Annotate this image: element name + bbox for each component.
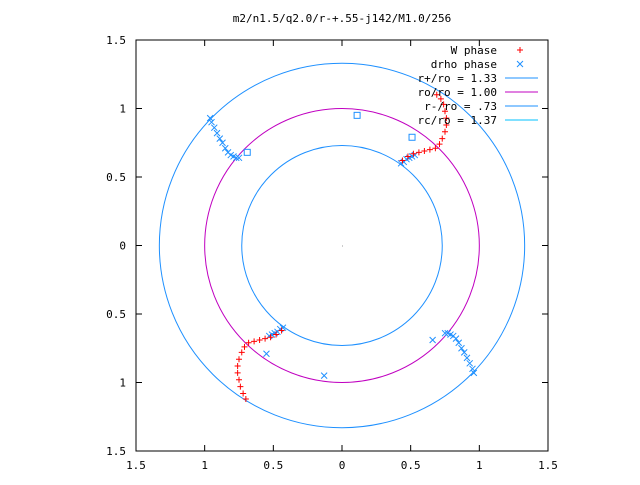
point-0-1 [404, 153, 411, 160]
point-1-22 [444, 329, 452, 337]
point-0-5 [426, 146, 433, 153]
point-1-15 [463, 354, 471, 362]
point-0-4 [421, 147, 428, 154]
point-0-8 [439, 135, 446, 142]
x-tick-label-3: 0 [339, 459, 346, 472]
point-0-9 [442, 128, 448, 135]
point-0-22 [245, 339, 252, 346]
point-0-16 [278, 327, 285, 334]
point-1-17 [458, 344, 465, 352]
x-tick-label-0: 1.5 [126, 459, 146, 472]
point-0-20 [256, 337, 263, 344]
point-1-38 [263, 350, 270, 358]
point-1-16 [460, 349, 468, 356]
point-0-13 [440, 101, 447, 108]
point-1-36 [429, 336, 436, 344]
chart-title: m2/n1.5/q2.0/r-+.55-j142/M1.0/256 [233, 12, 452, 25]
point-0-26 [234, 363, 241, 370]
y-tick-label-4: 0.5 [106, 308, 126, 321]
circle-1 [204, 108, 480, 383]
point-0-18 [267, 334, 274, 341]
point-0-31 [242, 395, 249, 402]
point-1-18 [455, 339, 463, 347]
point-0-23 [241, 343, 248, 350]
point-0-19 [262, 335, 269, 342]
point-0-24 [238, 349, 245, 356]
point-1-4 [216, 135, 224, 142]
legend-label-3: ro/ro = 1.00 [418, 86, 497, 99]
legend-swatch-0 [517, 47, 523, 53]
y-tick-label-0: 1.5 [106, 34, 126, 47]
y-tick-label-2: 0.5 [106, 171, 126, 184]
x-tick-label-2: 0.5 [263, 459, 283, 472]
point-0-28 [236, 376, 242, 383]
point-0-3 [415, 149, 422, 156]
point-0-17 [273, 331, 280, 338]
point-1-6 [221, 144, 229, 152]
point-1-2 [210, 124, 218, 132]
legend-label-4: r-/ro = .73 [424, 100, 497, 113]
point-0-25 [236, 356, 242, 363]
point-1-35 [265, 332, 273, 340]
legend-label-0: W phase [451, 44, 497, 57]
point-1-1 [208, 118, 215, 126]
reference-circles [158, 62, 526, 429]
point-0-6 [432, 145, 439, 152]
x-tick-label-4: 0.5 [401, 459, 421, 472]
x-tick-label-1: 1 [201, 459, 208, 472]
x-tick-label-5: 1 [476, 459, 483, 472]
point-1-12 [470, 369, 478, 377]
origin-dot [342, 245, 343, 247]
point-0-15 [433, 91, 440, 98]
point-0-12 [442, 108, 448, 115]
y-tick-label-3: 0 [119, 240, 126, 253]
point-1-3 [213, 129, 221, 137]
point-0-11 [443, 115, 450, 122]
y-tick-label-6: 1.5 [106, 445, 126, 458]
point-0-2 [410, 150, 417, 157]
legend-label-2: r+/ro = 1.33 [418, 72, 497, 85]
point-0-30 [240, 390, 247, 397]
point-2-2 [243, 148, 251, 156]
point-0-29 [237, 383, 244, 390]
point-1-10 [232, 154, 240, 162]
point-0-10 [443, 121, 450, 128]
point-1-13 [469, 365, 476, 373]
circle-2 [241, 144, 443, 347]
point-2-0 [353, 111, 361, 119]
legend-label-5: rc/ro = 1.37 [418, 114, 497, 127]
legend-swatch-1 [516, 60, 524, 68]
point-1-0 [206, 114, 214, 122]
point-0-0 [399, 157, 406, 164]
axis-ticks: 1.5 1 0.5 0 0.5 1 1.51.510.500.511.5 [106, 34, 558, 472]
point-1-14 [466, 359, 474, 367]
y-tick-label-1: 1 [119, 103, 126, 116]
data-points [206, 91, 478, 402]
point-0-7 [436, 141, 443, 148]
point-1-29 [411, 151, 419, 159]
circle-0 [158, 62, 526, 429]
point-1-11 [235, 154, 243, 162]
point-1-23 [441, 329, 449, 337]
point-0-14 [437, 95, 444, 102]
point-1-37 [320, 372, 328, 380]
point-1-5 [219, 139, 226, 147]
legend-label-1: drho phase [431, 58, 497, 71]
x-tick-label-6: 1.5 [538, 459, 558, 472]
point-2-1 [408, 133, 416, 141]
y-tick-label-5: 1 [119, 377, 126, 390]
point-0-27 [234, 369, 241, 376]
point-0-21 [251, 338, 258, 345]
